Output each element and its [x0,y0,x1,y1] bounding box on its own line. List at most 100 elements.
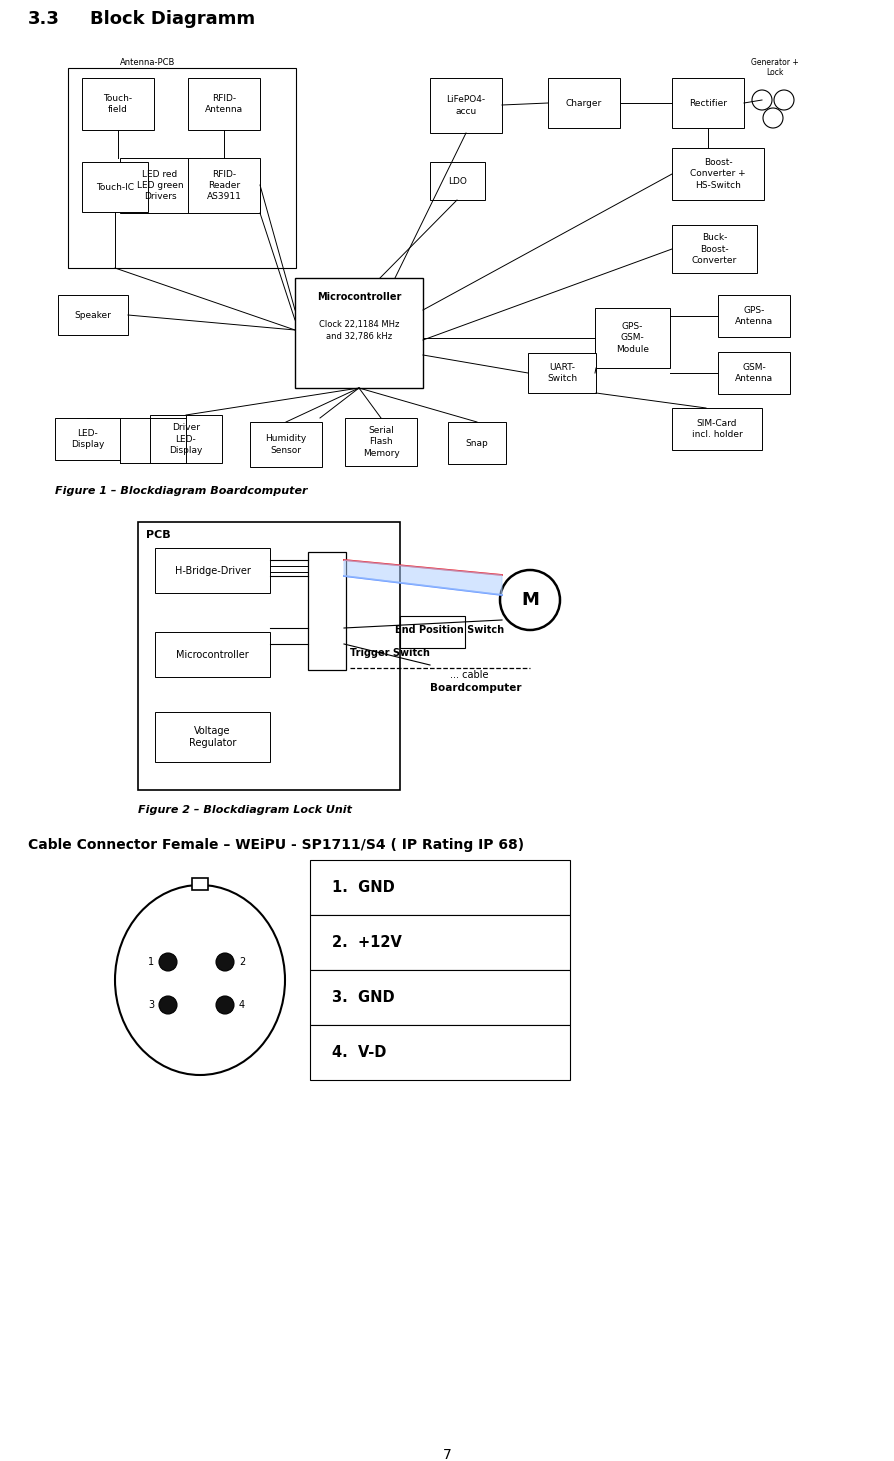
Text: Speaker: Speaker [74,311,112,320]
Bar [55,418,120,460]
Bar [155,712,270,763]
Text: LED red
LED green
Drivers: LED red LED green Drivers [137,169,183,202]
Text: RFID-
Reader
AS3911: RFID- Reader AS3911 [207,169,241,202]
Text: Touch-
field: Touch- field [104,94,132,114]
Text: Antenna-PCB: Antenna-PCB [120,58,175,67]
Circle shape [327,554,341,567]
Text: Clock 22,1184 MHz
and 32,786 kHz: Clock 22,1184 MHz and 32,786 kHz [319,320,400,340]
Bar [310,861,570,915]
Text: PCB: PCB [146,530,171,541]
Circle shape [500,570,560,630]
Bar [672,148,764,200]
Ellipse shape [115,885,285,1075]
Circle shape [311,570,325,583]
Bar [68,69,296,267]
Text: Voltage
Regulator: Voltage Regulator [189,726,236,748]
Text: RFID-
Antenna: RFID- Antenna [205,94,243,114]
Text: Serial
Flash
Memory: Serial Flash Memory [363,427,400,457]
Bar [188,77,260,130]
Circle shape [216,996,234,1014]
Bar [595,308,670,368]
Circle shape [311,621,325,634]
Text: SIM-Card
incl. holder: SIM-Card incl. holder [692,419,742,440]
Bar [430,162,485,200]
Bar [188,158,260,213]
Text: 3.  GND: 3. GND [332,991,394,1005]
Bar [430,77,502,133]
Text: Figure 1 – Blockdiagram Boardcomputer: Figure 1 – Blockdiagram Boardcomputer [55,487,308,495]
Circle shape [311,653,325,666]
Bar [310,970,570,1026]
Text: 4.  V-D: 4. V-D [332,1045,386,1061]
Circle shape [216,953,234,972]
Text: ... cable: ... cable [450,671,488,679]
Text: LDO: LDO [448,177,467,186]
Circle shape [311,554,325,567]
Text: Snap: Snap [466,438,488,447]
Bar [58,295,128,335]
Bar [400,617,465,649]
Bar [345,418,417,466]
Circle shape [327,621,341,634]
Text: Charger: Charger [566,98,603,108]
Circle shape [752,91,772,110]
Bar [672,408,762,450]
Bar [310,915,570,970]
Bar [138,522,400,790]
Bar [672,77,744,129]
Text: Microcontroller: Microcontroller [176,650,249,659]
Bar [82,77,154,130]
Bar [295,278,423,389]
Bar [310,1026,570,1080]
Circle shape [774,91,794,110]
Text: Microcontroller: Microcontroller [316,292,401,302]
Text: H-Bridge-Driver: H-Bridge-Driver [174,565,250,576]
Bar [308,552,346,671]
Text: 3.3: 3.3 [28,10,60,28]
Text: Trigger Switch: Trigger Switch [350,649,430,657]
Circle shape [311,637,325,650]
Text: Figure 2 – Blockdiagram Lock Unit: Figure 2 – Blockdiagram Lock Unit [138,805,352,815]
Bar [250,422,322,468]
Bar [82,162,148,212]
Text: GSM-
Antenna: GSM- Antenna [735,362,773,383]
Text: Boost-
Converter +
HS-Switch: Boost- Converter + HS-Switch [690,158,746,190]
Circle shape [327,605,341,618]
Circle shape [311,605,325,618]
Text: GPS-
GSM-
Module: GPS- GSM- Module [616,323,649,354]
Text: 2.  +12V: 2. +12V [332,935,402,950]
Bar [718,295,790,337]
Bar [155,633,270,676]
Text: 7: 7 [443,1448,451,1461]
Text: UART-
Switch: UART- Switch [547,362,577,383]
Text: LiFePO4-
accu: LiFePO4- accu [446,95,485,115]
Bar [718,352,790,394]
Circle shape [159,953,177,972]
Text: Touch-IC: Touch-IC [96,183,134,191]
Text: 1.  GND: 1. GND [332,880,395,896]
Bar [548,77,620,129]
Text: End Position Switch: End Position Switch [395,625,504,636]
Text: 1: 1 [148,957,154,967]
Text: Rectifier: Rectifier [689,98,727,108]
Circle shape [327,637,341,650]
Bar [155,548,270,593]
Text: 4: 4 [239,999,245,1010]
Circle shape [159,996,177,1014]
Text: M: M [521,592,539,609]
Circle shape [763,108,783,129]
Bar [192,878,208,890]
Text: GPS-
Antenna: GPS- Antenna [735,305,773,326]
Bar [528,354,596,393]
Text: LED-
Display: LED- Display [71,430,105,449]
Bar [150,415,222,463]
Text: Driver
LED-
Display: Driver LED- Display [169,424,203,454]
Polygon shape [344,560,502,595]
Bar [448,422,506,465]
Circle shape [327,653,341,666]
Text: 3: 3 [148,999,154,1010]
Text: Boardcomputer: Boardcomputer [430,682,521,693]
Bar [672,225,757,273]
Text: Humidity
Sensor: Humidity Sensor [266,434,307,454]
Text: 2: 2 [239,957,245,967]
